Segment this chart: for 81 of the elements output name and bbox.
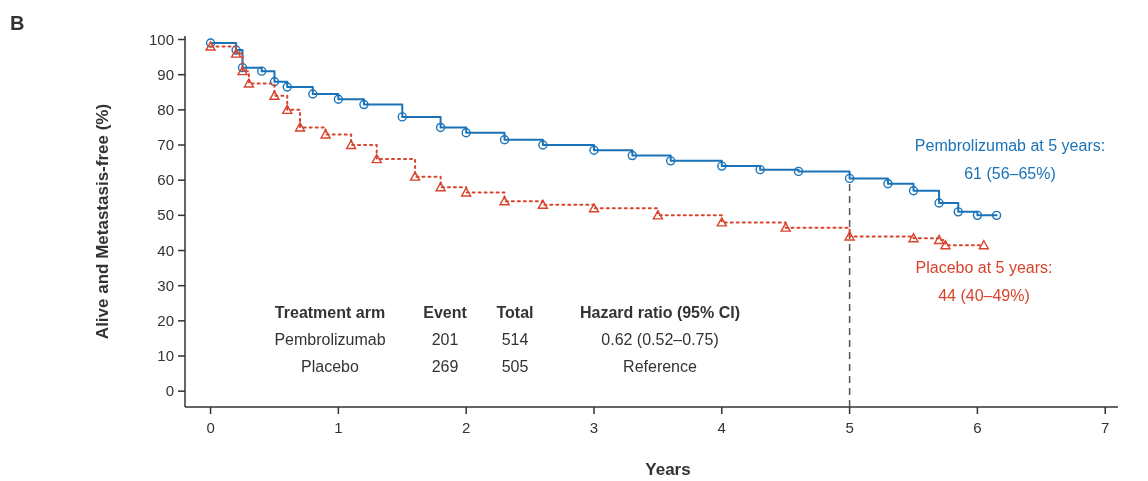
x-tick-label: 2 — [462, 419, 471, 436]
annotation: Placebo at 5 years: 44 (40–49%) — [915, 259, 1053, 304]
point — [780, 222, 791, 232]
point — [844, 173, 855, 184]
point — [665, 156, 676, 166]
y-tick-label: 90 — [157, 65, 174, 83]
point — [294, 122, 306, 132]
y-tick-label: 70 — [157, 136, 174, 154]
y-tick-label: 30 — [157, 276, 174, 294]
point — [435, 182, 446, 192]
point — [588, 203, 600, 213]
point — [460, 187, 472, 197]
y-tick-label: 80 — [157, 100, 174, 118]
point — [933, 234, 945, 245]
point — [908, 186, 919, 196]
point — [435, 122, 446, 133]
annotation: 201 — [431, 331, 459, 348]
point — [538, 140, 548, 150]
y-tick-label: 40 — [157, 241, 174, 259]
annotation: Event — [423, 304, 468, 321]
point — [282, 82, 292, 92]
point — [359, 99, 369, 110]
point — [333, 94, 344, 104]
point — [256, 66, 267, 76]
point — [499, 196, 510, 206]
x-tick-label: 5 — [845, 419, 854, 436]
x-axis-title: Years — [645, 460, 691, 479]
point — [537, 199, 549, 209]
point — [589, 145, 599, 155]
point — [978, 240, 989, 250]
annotation: 0.62 (0.52–0.75) — [601, 331, 719, 348]
annotation: Reference — [623, 358, 698, 375]
annotation: Pembrolizumab — [274, 331, 386, 348]
y-axis-title: Alive and Metastasis-free (%) — [93, 103, 112, 340]
point — [282, 104, 293, 115]
point — [409, 171, 421, 181]
point — [269, 90, 280, 100]
point — [755, 164, 765, 175]
x-tick-label: 4 — [717, 419, 726, 436]
annotation: Treatment arm — [274, 304, 386, 321]
annotation: Pembrolizumab at 5 years: 61 (56–65%) — [914, 137, 1106, 182]
x-tick-label: 3 — [589, 419, 599, 436]
point — [371, 153, 382, 164]
x-tick-label: 0 — [206, 419, 215, 436]
point — [397, 112, 407, 122]
point — [991, 210, 1002, 221]
x-tick-label: 1 — [334, 419, 343, 436]
y-tick-label: 100 — [148, 30, 174, 48]
annotation: Placebo — [301, 358, 360, 375]
y-tick-label: 50 — [157, 206, 174, 224]
point — [716, 217, 727, 227]
point — [627, 150, 638, 161]
point — [953, 207, 963, 217]
point — [461, 128, 471, 138]
point — [499, 135, 510, 145]
point — [940, 240, 951, 250]
point — [652, 210, 664, 220]
annotation: 269 — [431, 358, 459, 375]
x-tick-label: 7 — [1101, 419, 1110, 436]
point — [844, 231, 855, 241]
point — [908, 233, 919, 243]
point — [793, 166, 804, 177]
point — [934, 198, 944, 208]
annotation: 514 — [501, 331, 529, 348]
y-tick-label: 10 — [157, 347, 174, 365]
annotation: 505 — [501, 358, 529, 375]
point — [269, 77, 280, 87]
y-tick-label: 20 — [157, 311, 174, 329]
x-tick-label: 6 — [973, 419, 982, 436]
point — [243, 78, 255, 88]
point — [308, 89, 318, 99]
point — [345, 139, 357, 150]
y-tick-label: 60 — [157, 171, 174, 189]
annotation: Total — [496, 304, 534, 321]
point — [717, 161, 727, 171]
point — [972, 210, 983, 221]
point — [320, 129, 331, 139]
annotation: Hazard ratio (95% CI) — [579, 304, 741, 321]
y-tick-label: 0 — [165, 382, 174, 400]
text: B — [10, 12, 25, 34]
point — [883, 179, 893, 189]
